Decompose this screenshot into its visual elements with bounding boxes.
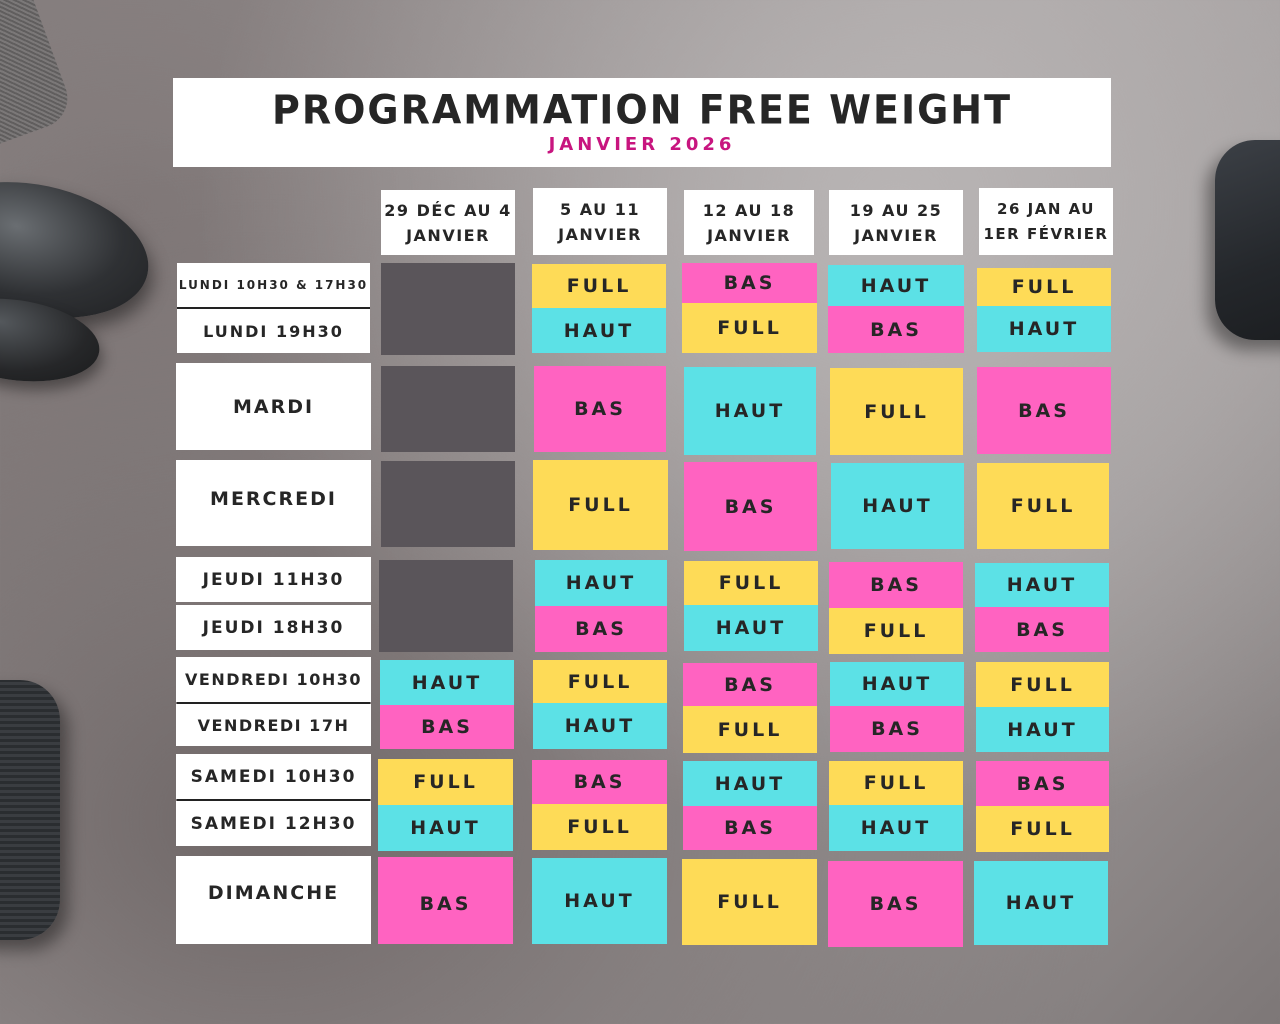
session-cell: HAUT [380,660,514,705]
title-banner: PROGRAMMATION FREE WEIGHT JANVIER 2026 [173,78,1111,167]
session-cell: BAS [830,706,964,752]
row-label: VENDREDI 10H30 [176,657,371,702]
glove-decoration [1215,140,1280,340]
session-cell: BAS [684,462,817,551]
session-cell: FULL [683,706,817,753]
session-cell: FULL [976,806,1109,852]
session-cell: FULL [977,463,1109,549]
row-label: VENDREDI 17H [176,704,371,746]
session-cell: FULL [976,662,1109,707]
row-label: MARDI [176,363,371,450]
row-label: SAMEDI 10H30 [176,754,371,799]
session-cell: BAS [682,263,817,303]
row-label: MERCREDI [176,460,371,546]
session-cell: FULL [532,804,667,850]
session-cell: HAUT [378,805,513,851]
page-title: PROGRAMMATION FREE WEIGHT [271,86,1013,134]
session-cell: FULL [830,368,963,455]
row-divider [177,307,370,309]
row-label: JEUDI 11H30 [176,557,371,602]
session-cell: FULL [532,264,666,308]
session-cell: FULL [533,660,667,703]
session-cell: HAUT [684,605,818,651]
session-cell: BAS [532,760,667,804]
session-cell: BAS [378,857,513,944]
session-cell: HAUT [683,761,817,806]
session-cell: HAUT [975,563,1109,607]
session-cell: HAUT [830,662,964,706]
week-header-line1: 29 DÉC AU 4 [384,200,512,220]
session-cell: FULL [533,460,668,550]
week-header-line1: 26 JAN AU [997,199,1095,218]
session-cell: BAS [977,367,1111,454]
session-cell: HAUT [974,861,1108,945]
week-header-line2: 1ER FÉVRIER [983,224,1109,243]
session-cell: FULL [682,303,817,353]
session-cell: HAUT [532,858,667,944]
row-divider [177,799,370,801]
barbell-grip-decoration [0,0,76,154]
closed-cell [379,560,513,652]
week-header: 26 JAN AU 1ER FÉVRIER [979,188,1113,255]
session-cell: HAUT [684,367,816,455]
week-header-line1: 5 AU 11 [560,199,640,219]
closed-cell [381,461,515,547]
week-header: 19 AU 25 JANVIER [829,190,963,255]
week-header-line2: JANVIER [558,224,642,244]
session-cell: FULL [684,561,818,605]
week-header-line1: 19 AU 25 [849,200,943,220]
session-cell: BAS [975,607,1109,652]
session-cell: HAUT [831,463,964,549]
session-cell: BAS [535,606,667,652]
session-cell: BAS [683,663,817,706]
week-header-line2: JANVIER [854,225,938,245]
week-header-line1: 12 AU 18 [702,200,796,220]
session-cell: FULL [682,859,817,945]
closed-cell [381,263,515,355]
glove-decoration [0,680,60,940]
session-cell: HAUT [977,306,1111,352]
row-label: LUNDI 19H30 [177,309,370,353]
session-cell: BAS [829,562,963,608]
session-cell: HAUT [532,308,666,353]
session-cell: BAS [380,705,514,749]
closed-cell [381,366,515,452]
row-label: LUNDI 10H30 & 17H30 [177,263,370,307]
session-cell: HAUT [828,265,964,306]
session-cell: HAUT [533,703,667,749]
session-cell: BAS [828,861,963,947]
week-header: 5 AU 11 JANVIER [533,188,667,255]
session-cell: FULL [378,759,513,805]
session-cell: FULL [977,268,1111,306]
session-cell: BAS [828,306,964,353]
page-subtitle: JANVIER 2026 [548,134,736,155]
session-cell: HAUT [829,805,963,851]
week-header-line2: JANVIER [406,225,490,245]
row-label: JEUDI 18H30 [176,605,371,650]
session-cell: HAUT [535,560,667,606]
session-cell: BAS [534,366,666,452]
session-cell: FULL [829,761,963,805]
session-cell: BAS [683,806,817,850]
row-label: DIMANCHE [176,856,371,944]
session-cell: FULL [829,608,963,654]
week-header-line2: JANVIER [707,225,791,245]
session-cell: BAS [976,761,1109,806]
session-cell: HAUT [976,707,1109,752]
row-label: SAMEDI 12H30 [176,801,371,846]
row-divider [177,702,370,704]
week-header: 12 AU 18 JANVIER [684,190,814,255]
week-header: 29 DÉC AU 4 JANVIER [381,190,515,255]
